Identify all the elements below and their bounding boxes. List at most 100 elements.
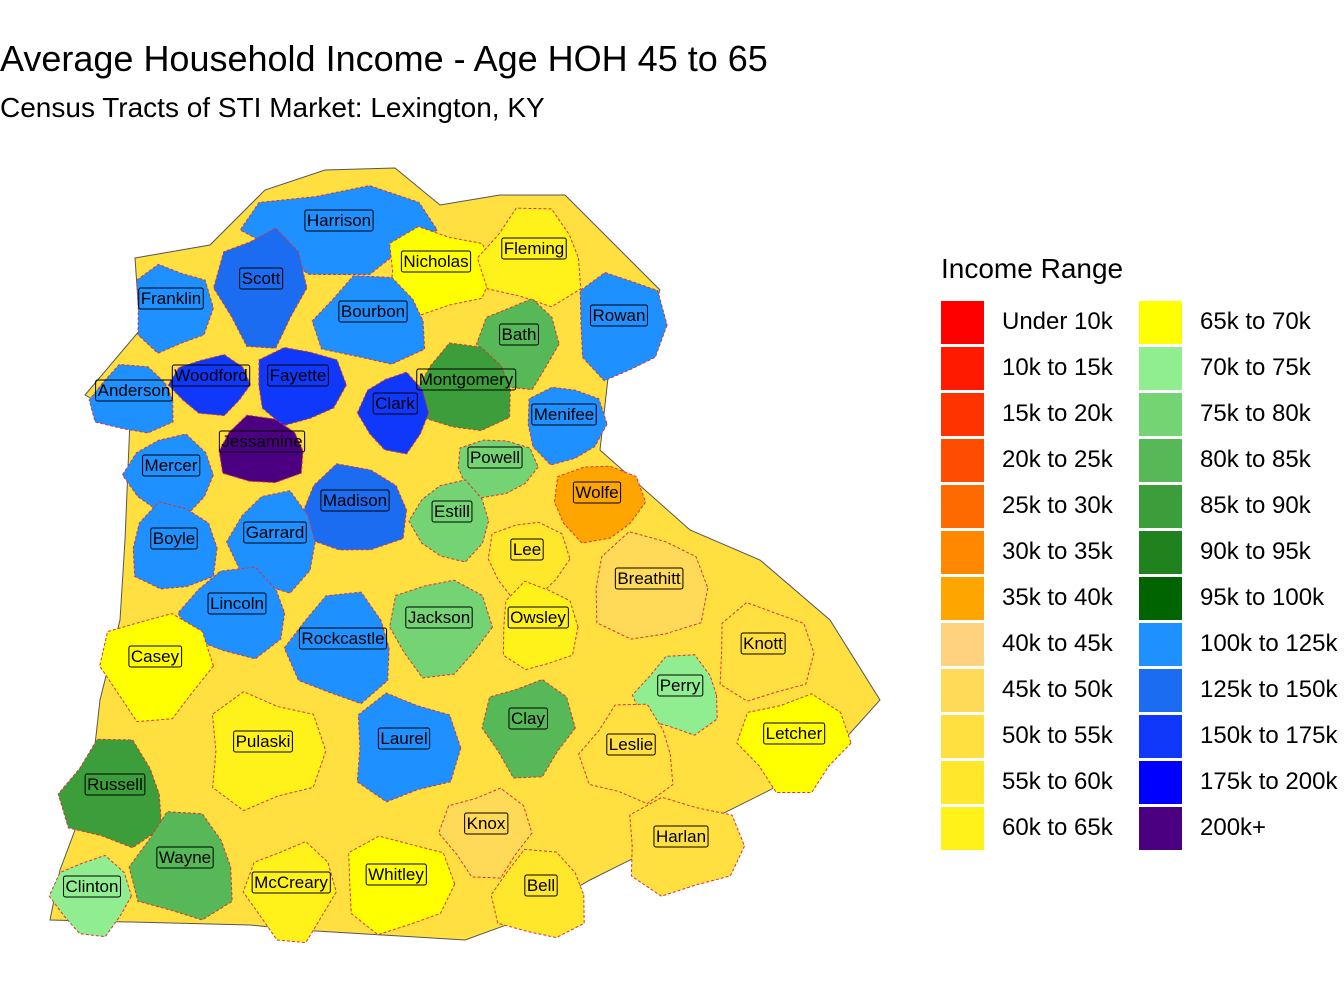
legend-label: 40k to 45k bbox=[1002, 630, 1113, 657]
legend-label: 65k to 70k bbox=[1200, 308, 1311, 335]
legend-label: 95k to 100k bbox=[1200, 584, 1325, 611]
county-label: Laurel bbox=[380, 729, 427, 748]
county-label: Fleming bbox=[504, 239, 564, 258]
county-label-group: Wayne bbox=[156, 846, 214, 869]
legend-swatch bbox=[941, 393, 984, 436]
county-label-group: Harlan bbox=[653, 825, 709, 848]
county-label-group: Woodford bbox=[171, 364, 251, 387]
legend-item: 20k to 25k bbox=[941, 438, 1151, 484]
county-label-group: Mercer bbox=[142, 454, 201, 477]
county-label: Clark bbox=[375, 394, 415, 413]
legend-item: 95k to 100k bbox=[1139, 576, 1344, 622]
county-label: Breathitt bbox=[617, 569, 681, 588]
legend-swatch bbox=[1139, 393, 1182, 436]
county-label-group: Powell bbox=[467, 446, 523, 469]
county-label: Nicholas bbox=[403, 252, 468, 271]
county-label: Wolfe bbox=[575, 483, 618, 502]
county-region bbox=[553, 465, 647, 544]
county-label: Anderson bbox=[98, 381, 171, 400]
county-region bbox=[99, 613, 214, 723]
legend-label: 80k to 85k bbox=[1200, 446, 1311, 473]
legend-swatch bbox=[1139, 347, 1182, 390]
county-label-box bbox=[657, 674, 704, 697]
county-label-box bbox=[614, 567, 684, 590]
legend-item: 125k to 150k bbox=[1139, 668, 1344, 714]
county-label-box bbox=[501, 237, 567, 260]
legend-item: Under 10k bbox=[941, 300, 1151, 346]
county-label: Menifee bbox=[534, 405, 594, 424]
county-label-group: McCreary bbox=[251, 871, 331, 894]
county-label-group: Boyle bbox=[150, 527, 198, 550]
county-label-group: Pulaski bbox=[233, 730, 293, 753]
county-label-group: Garrard bbox=[243, 521, 307, 544]
legend-label: 20k to 25k bbox=[1002, 446, 1113, 473]
legend-label: 70k to 75k bbox=[1200, 354, 1311, 381]
legend-swatch bbox=[941, 623, 984, 666]
county-region bbox=[416, 342, 511, 432]
county-label: Powell bbox=[470, 448, 520, 467]
county-label-box bbox=[207, 592, 267, 615]
county-label-group: Bourbon bbox=[338, 300, 408, 323]
legend-item: 45k to 50k bbox=[941, 668, 1151, 714]
county-label: Fayette bbox=[270, 366, 327, 385]
county-label-group: Breathitt bbox=[614, 567, 684, 590]
legend-swatch bbox=[941, 485, 984, 528]
county-label-box bbox=[142, 454, 201, 477]
county-region bbox=[457, 439, 539, 499]
county-label-box bbox=[405, 606, 473, 629]
county-label-box bbox=[606, 733, 656, 756]
county-label-group: Harrison bbox=[304, 209, 374, 232]
county-label: Rowan bbox=[593, 306, 646, 325]
legend-label: 45k to 50k bbox=[1002, 676, 1113, 703]
legend-item: 10k to 15k bbox=[941, 346, 1151, 392]
county-label-group: Leslie bbox=[606, 733, 656, 756]
legend-item: 65k to 70k bbox=[1139, 300, 1344, 346]
county-label: Harrison bbox=[307, 211, 371, 230]
county-label-box bbox=[128, 645, 183, 668]
county-region bbox=[579, 271, 668, 382]
county-label-box bbox=[239, 267, 284, 290]
county-label-box bbox=[572, 481, 622, 504]
county-region bbox=[476, 207, 582, 308]
county-label: Franklin bbox=[141, 289, 201, 308]
county-label: Harlan bbox=[656, 827, 706, 846]
legend-swatch bbox=[1139, 715, 1182, 758]
county-label-group: Jessamine bbox=[218, 430, 306, 453]
county-label-box bbox=[138, 287, 204, 310]
county-label-box bbox=[416, 368, 517, 391]
county-label: Clinton bbox=[66, 877, 119, 896]
legend-label: 35k to 40k bbox=[1002, 584, 1113, 611]
county-region bbox=[719, 601, 815, 702]
county-label: Jackson bbox=[408, 608, 470, 627]
county-label-group: Owsley bbox=[507, 606, 569, 629]
county-label: Montgomery bbox=[419, 370, 514, 389]
legend-swatch bbox=[941, 577, 984, 620]
county-label-group: Laurel bbox=[377, 727, 431, 750]
county-label: Scott bbox=[242, 269, 281, 288]
county-region bbox=[213, 227, 308, 349]
county-label-box bbox=[267, 364, 329, 387]
county-label-box bbox=[251, 871, 331, 894]
legend-item: 25k to 30k bbox=[941, 484, 1151, 530]
legend-item: 55k to 60k bbox=[941, 760, 1151, 806]
county-label: Russell bbox=[87, 775, 143, 794]
county-label: Casey bbox=[131, 647, 180, 666]
county-label-group: Whitley bbox=[365, 863, 427, 886]
legend-swatch bbox=[941, 439, 984, 482]
county-label-box bbox=[243, 521, 307, 544]
legend-swatch bbox=[1139, 577, 1182, 620]
county-label-box bbox=[304, 209, 374, 232]
county-label-box bbox=[740, 632, 786, 655]
county-label-box bbox=[499, 323, 539, 346]
county-label-group: Rockcastle bbox=[298, 627, 388, 650]
legend-label: 25k to 30k bbox=[1002, 492, 1113, 519]
legend-item: 175k to 200k bbox=[1139, 760, 1344, 806]
county-region bbox=[283, 591, 390, 705]
county-label-group: Jackson bbox=[405, 606, 473, 629]
county-label-group: Nicholas bbox=[400, 250, 472, 273]
county-label-box bbox=[524, 874, 558, 897]
county-label: Leslie bbox=[609, 735, 653, 754]
legend-item: 50k to 55k bbox=[941, 714, 1151, 760]
county-label-box bbox=[320, 489, 390, 512]
legend-swatch bbox=[941, 807, 984, 850]
